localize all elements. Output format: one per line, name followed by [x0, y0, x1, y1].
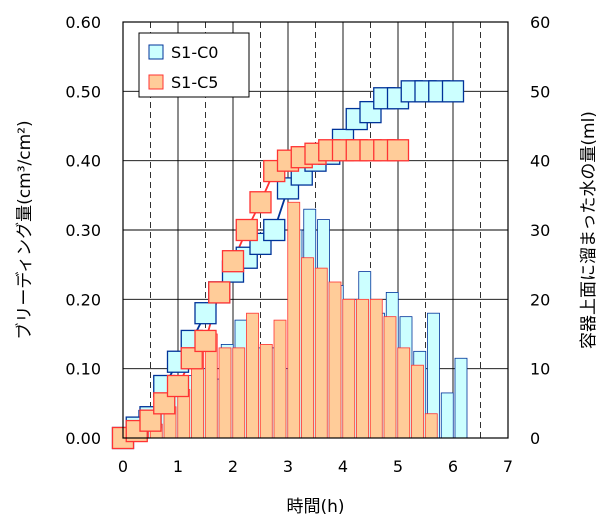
bar-s1-c5 [397, 347, 411, 439]
y-left-tick-label: 0.40 [65, 152, 101, 171]
bar-s1-c5 [246, 312, 259, 439]
y-left-tick-label: 0.10 [65, 360, 101, 379]
marker-s1-c5 [180, 347, 203, 370]
bar-s1-c5 [314, 267, 328, 439]
markers [111, 80, 465, 450]
bar-s1-c5 [383, 316, 397, 439]
marker-s1-c5 [249, 191, 272, 214]
marker-s1-c5 [235, 218, 258, 242]
bar-s1-c5 [273, 319, 287, 439]
marker-s1-c5 [194, 329, 217, 353]
bar-s1-c5 [356, 298, 369, 439]
marker-s1-c0 [441, 80, 465, 103]
bar-s1-c0 [454, 357, 468, 439]
x-tick-label: 7 [503, 457, 513, 476]
y-left-tick-label: 0.20 [65, 290, 101, 309]
bar-s1-c0 [440, 392, 454, 439]
marker-s1-c0 [194, 302, 217, 325]
marker-s1-c5 [139, 409, 162, 432]
bar-s1-c5 [369, 298, 383, 439]
y-right-tick-label: 40 [530, 152, 550, 171]
bar-s1-c5 [301, 257, 314, 439]
x-tick-label: 1 [173, 457, 183, 476]
legend-swatch-s1-c5 [148, 74, 164, 90]
plot-border [122, 21, 509, 439]
marker-s1-c5 [221, 250, 245, 273]
y-left-tick-label: 0.30 [65, 221, 101, 240]
bar-s1-c5 [424, 413, 438, 439]
bar-s1-c5 [411, 364, 424, 439]
y-left-axis-title: ブリーディング量(cm³/cm²) [14, 120, 35, 339]
x-tick-label: 5 [393, 457, 403, 476]
marker-s1-c5 [386, 139, 410, 162]
legend-label-s1-c5: S1-C5 [171, 73, 218, 92]
x-tick-labels: 0 1 2 3 4 5 6 7 [118, 457, 513, 476]
legend-label-s1-c0: S1-C0 [171, 43, 218, 62]
y-right-tick-label: 10 [530, 360, 550, 379]
y-left-tick-label: 0.50 [65, 82, 101, 101]
x-tick-label: 6 [448, 457, 458, 476]
bar-s1-c5 [259, 343, 273, 439]
y-left-tick-label: 0.60 [65, 13, 101, 32]
marker-s1-c0 [263, 218, 286, 242]
y-right-tick-label: 30 [530, 221, 550, 240]
marker-s1-c5 [166, 374, 190, 398]
y-right-tick-labels: 0 10 20 30 40 50 60 [530, 13, 550, 448]
y-right-axis-title: 容器上面に溜まった水の量(ml) [579, 111, 599, 349]
x-axis-title: 時間(h) [286, 497, 344, 517]
legend-swatch-s1-c0 [148, 44, 164, 60]
marker-s1-c5 [153, 392, 176, 415]
x-tick-label: 2 [228, 457, 238, 476]
bar-s1-c5 [328, 281, 342, 439]
y-right-tick-label: 20 [530, 290, 550, 309]
bars [122, 201, 468, 439]
x-tick-label: 4 [338, 457, 348, 476]
bar-s1-c5 [342, 298, 356, 439]
x-tick-label: 0 [118, 457, 128, 476]
legend: S1-C0 S1-C5 [138, 32, 250, 98]
y-right-tick-label: 0 [530, 429, 540, 448]
bar-s1-c5 [232, 347, 246, 439]
x-tick-label: 3 [283, 457, 293, 476]
y-left-tick-label: 0.00 [65, 429, 101, 448]
bar-s1-c5 [218, 347, 232, 439]
y-right-tick-label: 50 [530, 82, 550, 101]
bar-s1-c5 [287, 201, 301, 439]
y-left-tick-labels: 0.00 0.10 0.20 0.30 0.40 0.50 0.60 [65, 13, 101, 448]
y-right-tick-label: 60 [530, 13, 550, 32]
marker-s1-c5 [208, 281, 231, 304]
